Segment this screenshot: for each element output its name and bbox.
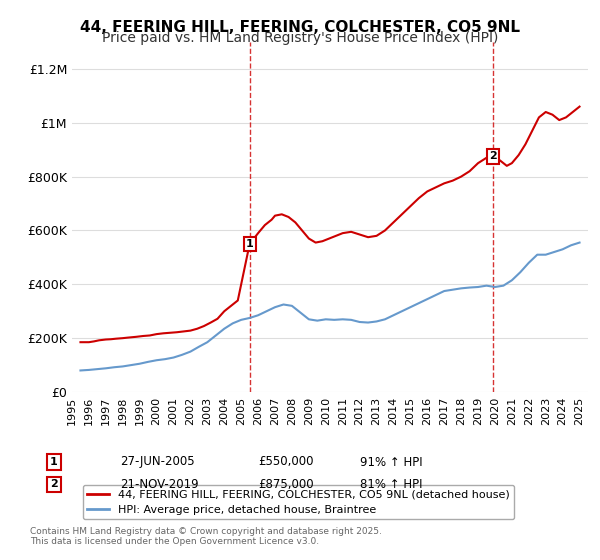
Text: 44, FEERING HILL, FEERING, COLCHESTER, CO5 9NL: 44, FEERING HILL, FEERING, COLCHESTER, C…: [80, 20, 520, 35]
Text: 27-JUN-2005: 27-JUN-2005: [120, 455, 194, 469]
Text: 21-NOV-2019: 21-NOV-2019: [120, 478, 199, 491]
Text: Price paid vs. HM Land Registry's House Price Index (HPI): Price paid vs. HM Land Registry's House …: [102, 31, 498, 45]
Text: 1: 1: [50, 457, 58, 467]
Text: 81% ↑ HPI: 81% ↑ HPI: [360, 478, 422, 491]
Text: Contains HM Land Registry data © Crown copyright and database right 2025.
This d: Contains HM Land Registry data © Crown c…: [30, 526, 382, 546]
Text: 2: 2: [50, 479, 58, 489]
Text: £550,000: £550,000: [258, 455, 314, 469]
Legend: 44, FEERING HILL, FEERING, COLCHESTER, CO5 9NL (detached house), HPI: Average pr: 44, FEERING HILL, FEERING, COLCHESTER, C…: [83, 485, 514, 520]
Text: 91% ↑ HPI: 91% ↑ HPI: [360, 455, 422, 469]
Text: 2: 2: [490, 151, 497, 161]
Text: 1: 1: [246, 239, 254, 249]
Text: £875,000: £875,000: [258, 478, 314, 491]
